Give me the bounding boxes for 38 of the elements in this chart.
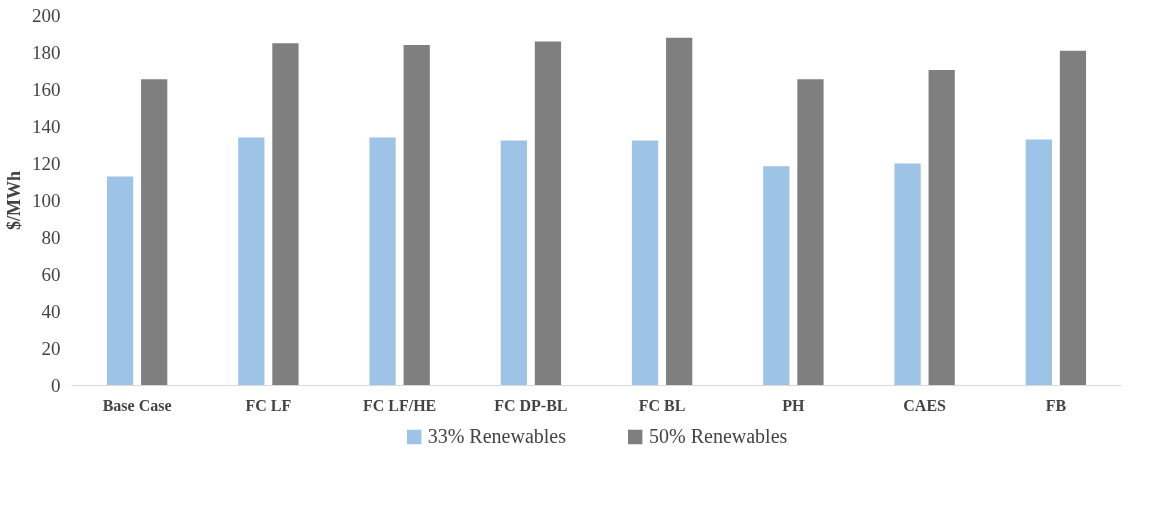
x-tick-label: FC BL [638, 396, 686, 414]
bar [666, 37, 693, 386]
x-tick-label: PH [782, 396, 806, 414]
bar [631, 140, 659, 386]
x-tick-label: FB [1045, 396, 1067, 414]
bar [763, 166, 790, 386]
y-tick-label: 40 [41, 301, 61, 322]
y-tick-label: 160 [32, 79, 61, 100]
y-tick-label: 100 [32, 190, 61, 211]
bar [534, 41, 562, 386]
y-axis-title: $/MWh [4, 170, 24, 230]
bar [1025, 139, 1052, 386]
bar [106, 176, 134, 386]
x-tick-label: FC LF/HE [362, 396, 437, 414]
y-tick-label: 200 [32, 5, 61, 26]
y-tick-label: 0 [51, 375, 61, 396]
y-tick-label: 120 [32, 153, 61, 174]
bar [238, 137, 265, 386]
bar [141, 79, 168, 386]
y-tick-label: 140 [32, 116, 61, 137]
y-tick-label: 60 [41, 264, 61, 285]
legend-label: 33% Renewables [427, 424, 566, 448]
bar [272, 43, 299, 386]
bar [500, 140, 527, 386]
bar [369, 137, 396, 386]
y-tick-label: 80 [41, 227, 61, 248]
x-tick-label: FC DP-BL [494, 396, 568, 414]
x-tick-label: CAES [903, 396, 947, 414]
bar [1059, 50, 1087, 386]
bar [403, 45, 430, 386]
legend-label: 50% Renewables [649, 424, 788, 448]
bar [928, 70, 955, 386]
bar [797, 79, 824, 386]
x-tick-label: FC LF [245, 396, 292, 414]
y-tick-label: 20 [41, 338, 61, 359]
bar [894, 163, 921, 386]
x-tick-label: Base Case [102, 396, 172, 414]
y-tick-label: 180 [32, 42, 61, 63]
